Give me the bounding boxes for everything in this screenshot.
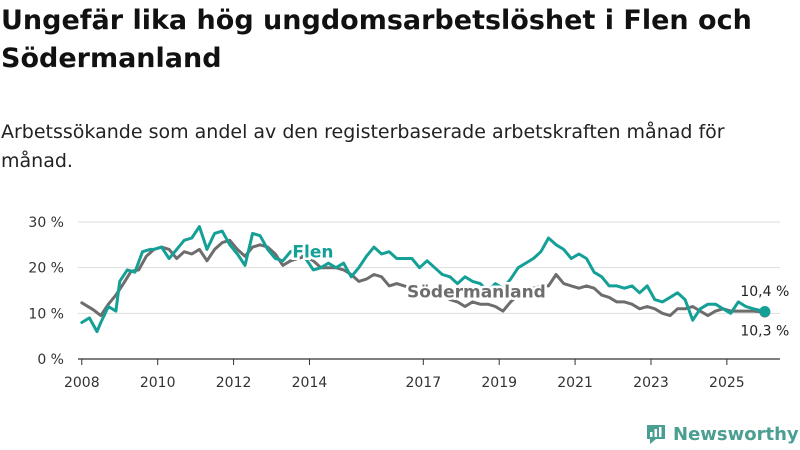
axes: 0 % 10 % 20 % 30 % 2008 2010 2012 2014 2017 2019 2… bbox=[28, 215, 780, 391]
x-tick-label: 2012 bbox=[216, 375, 252, 391]
end-value-label-sodermanland: 10,3 % bbox=[740, 323, 789, 339]
series-label-sodermanland: Södermanland bbox=[407, 282, 546, 302]
series-line-sodermanland bbox=[80, 238, 767, 318]
y-tick-label: 20 % bbox=[28, 261, 64, 277]
series-lines bbox=[80, 225, 771, 334]
series-line-flen bbox=[80, 225, 767, 334]
end-value-label-flen: 10,4 % bbox=[740, 284, 789, 300]
x-tick-label: 2010 bbox=[140, 375, 176, 391]
y-tick-label: 0 % bbox=[37, 352, 64, 368]
x-tick-label: 2008 bbox=[64, 375, 100, 391]
x-tick-label: 2025 bbox=[709, 375, 745, 391]
x-tick-label: 2023 bbox=[633, 375, 669, 391]
end-point-flen bbox=[759, 306, 771, 318]
y-tick-label: 30 % bbox=[28, 215, 64, 231]
y-tick-label: 10 % bbox=[28, 306, 64, 322]
chart-title: Ungefär lika hög ungdomsarbetslöshet i F… bbox=[1, 5, 752, 74]
chart-subtitle: Arbetssökande som andel av den registerb… bbox=[1, 121, 725, 172]
x-tick-label: 2017 bbox=[405, 375, 441, 391]
series-label-flen: Flen bbox=[292, 243, 333, 263]
newsworthy-logo: Newsworthy bbox=[645, 421, 799, 447]
newsworthy-logo-icon bbox=[647, 425, 665, 444]
series-labels: Flen Södermanland 10,4 % 10,3 % bbox=[290, 240, 789, 339]
x-tick-label: 2019 bbox=[481, 375, 517, 391]
x-tick-label: 2021 bbox=[557, 375, 593, 391]
x-tick-label: 2014 bbox=[292, 375, 328, 391]
newsworthy-logo-text: Newsworthy bbox=[673, 423, 799, 445]
